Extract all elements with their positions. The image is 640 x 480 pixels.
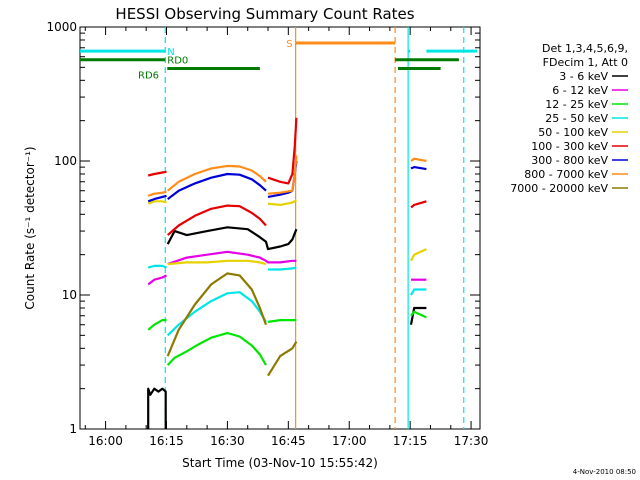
legend-label: 300 - 800 keV <box>531 154 608 167</box>
legend-label: 7000 - 20000 keV <box>510 182 608 195</box>
series-line <box>410 310 427 319</box>
y-axis-label: Count Rate (s⁻¹ detector⁻¹) <box>23 146 37 309</box>
series-line <box>410 157 427 163</box>
series-line <box>410 248 427 262</box>
series-line <box>166 272 268 357</box>
chart-title: HESSI Observing Summary Count Rates <box>115 5 414 23</box>
series-line <box>410 200 427 209</box>
series-line <box>147 170 167 177</box>
x-axis: 16:00 16:15 16:30 16:45 17:00 17:15 17:30 <box>84 27 489 448</box>
series-line <box>147 387 167 429</box>
x-tick-label: 16:45 <box>271 434 306 448</box>
vertical-markers <box>164 27 465 429</box>
series-line <box>147 190 167 197</box>
series-line <box>267 155 298 195</box>
series-line <box>410 288 427 296</box>
legend-label: 3 - 6 keV <box>559 70 608 83</box>
series-line <box>167 172 267 200</box>
series-line <box>267 117 298 185</box>
series-line <box>167 259 267 266</box>
legend-label: 12 - 25 keV <box>545 98 608 111</box>
data-series <box>147 117 427 429</box>
series-line <box>167 164 267 192</box>
y-tick-label: 1 <box>69 422 77 436</box>
legend-label: 25 - 50 keV <box>545 112 608 125</box>
series-line <box>166 204 267 236</box>
series-line <box>410 166 427 171</box>
flag-label: N <box>167 47 174 58</box>
plot-frame <box>79 26 481 430</box>
series-line <box>268 266 297 271</box>
x-tick-label: 17:30 <box>454 434 489 448</box>
x-axis-label: Start Time (03-Nov-10 15:55:42) <box>182 456 378 470</box>
series-line <box>267 199 297 206</box>
y-tick-label: 10 <box>62 288 77 302</box>
y-tick-label: 100 <box>54 154 77 168</box>
series-line <box>166 226 298 251</box>
legend-header: FDecim 1, Att 0 <box>543 56 628 69</box>
legend-header: Det 1,3,4,5,6,9, <box>542 42 628 55</box>
series-line <box>147 319 167 331</box>
series-line <box>167 250 297 266</box>
legend-label: 800 - 7000 keV <box>524 168 608 181</box>
series-line <box>166 291 267 337</box>
y-tick-label: 1000 <box>46 20 77 34</box>
series-line <box>147 200 167 205</box>
x-tick-label: 16:15 <box>149 434 184 448</box>
x-tick-label: 17:15 <box>393 434 428 448</box>
x-tick-label: 17:00 <box>332 434 367 448</box>
series-line <box>267 319 297 323</box>
flag-label: S <box>286 39 292 50</box>
legend-label: 100 - 300 keV <box>531 140 608 153</box>
legend-label: 6 - 12 keV <box>552 84 608 97</box>
x-tick-label: 16:30 <box>210 434 245 448</box>
legend: Det 1,3,4,5,6,9,FDecim 1, Att 03 - 6 keV… <box>510 42 628 195</box>
flag-label: RD0 <box>167 56 188 67</box>
series-line <box>147 274 168 286</box>
footer-stamp: 4-Nov-2010 08:50 <box>573 468 636 476</box>
x-tick-label: 16:00 <box>88 434 123 448</box>
series-line <box>409 306 427 325</box>
flag-label: RD6 <box>138 71 159 82</box>
series-line <box>267 340 298 377</box>
series-line <box>147 264 167 269</box>
legend-label: 50 - 100 keV <box>538 126 608 139</box>
series-line <box>147 194 167 203</box>
y-axis: 1 10 100 1000 <box>46 20 480 436</box>
series-line <box>166 332 267 366</box>
